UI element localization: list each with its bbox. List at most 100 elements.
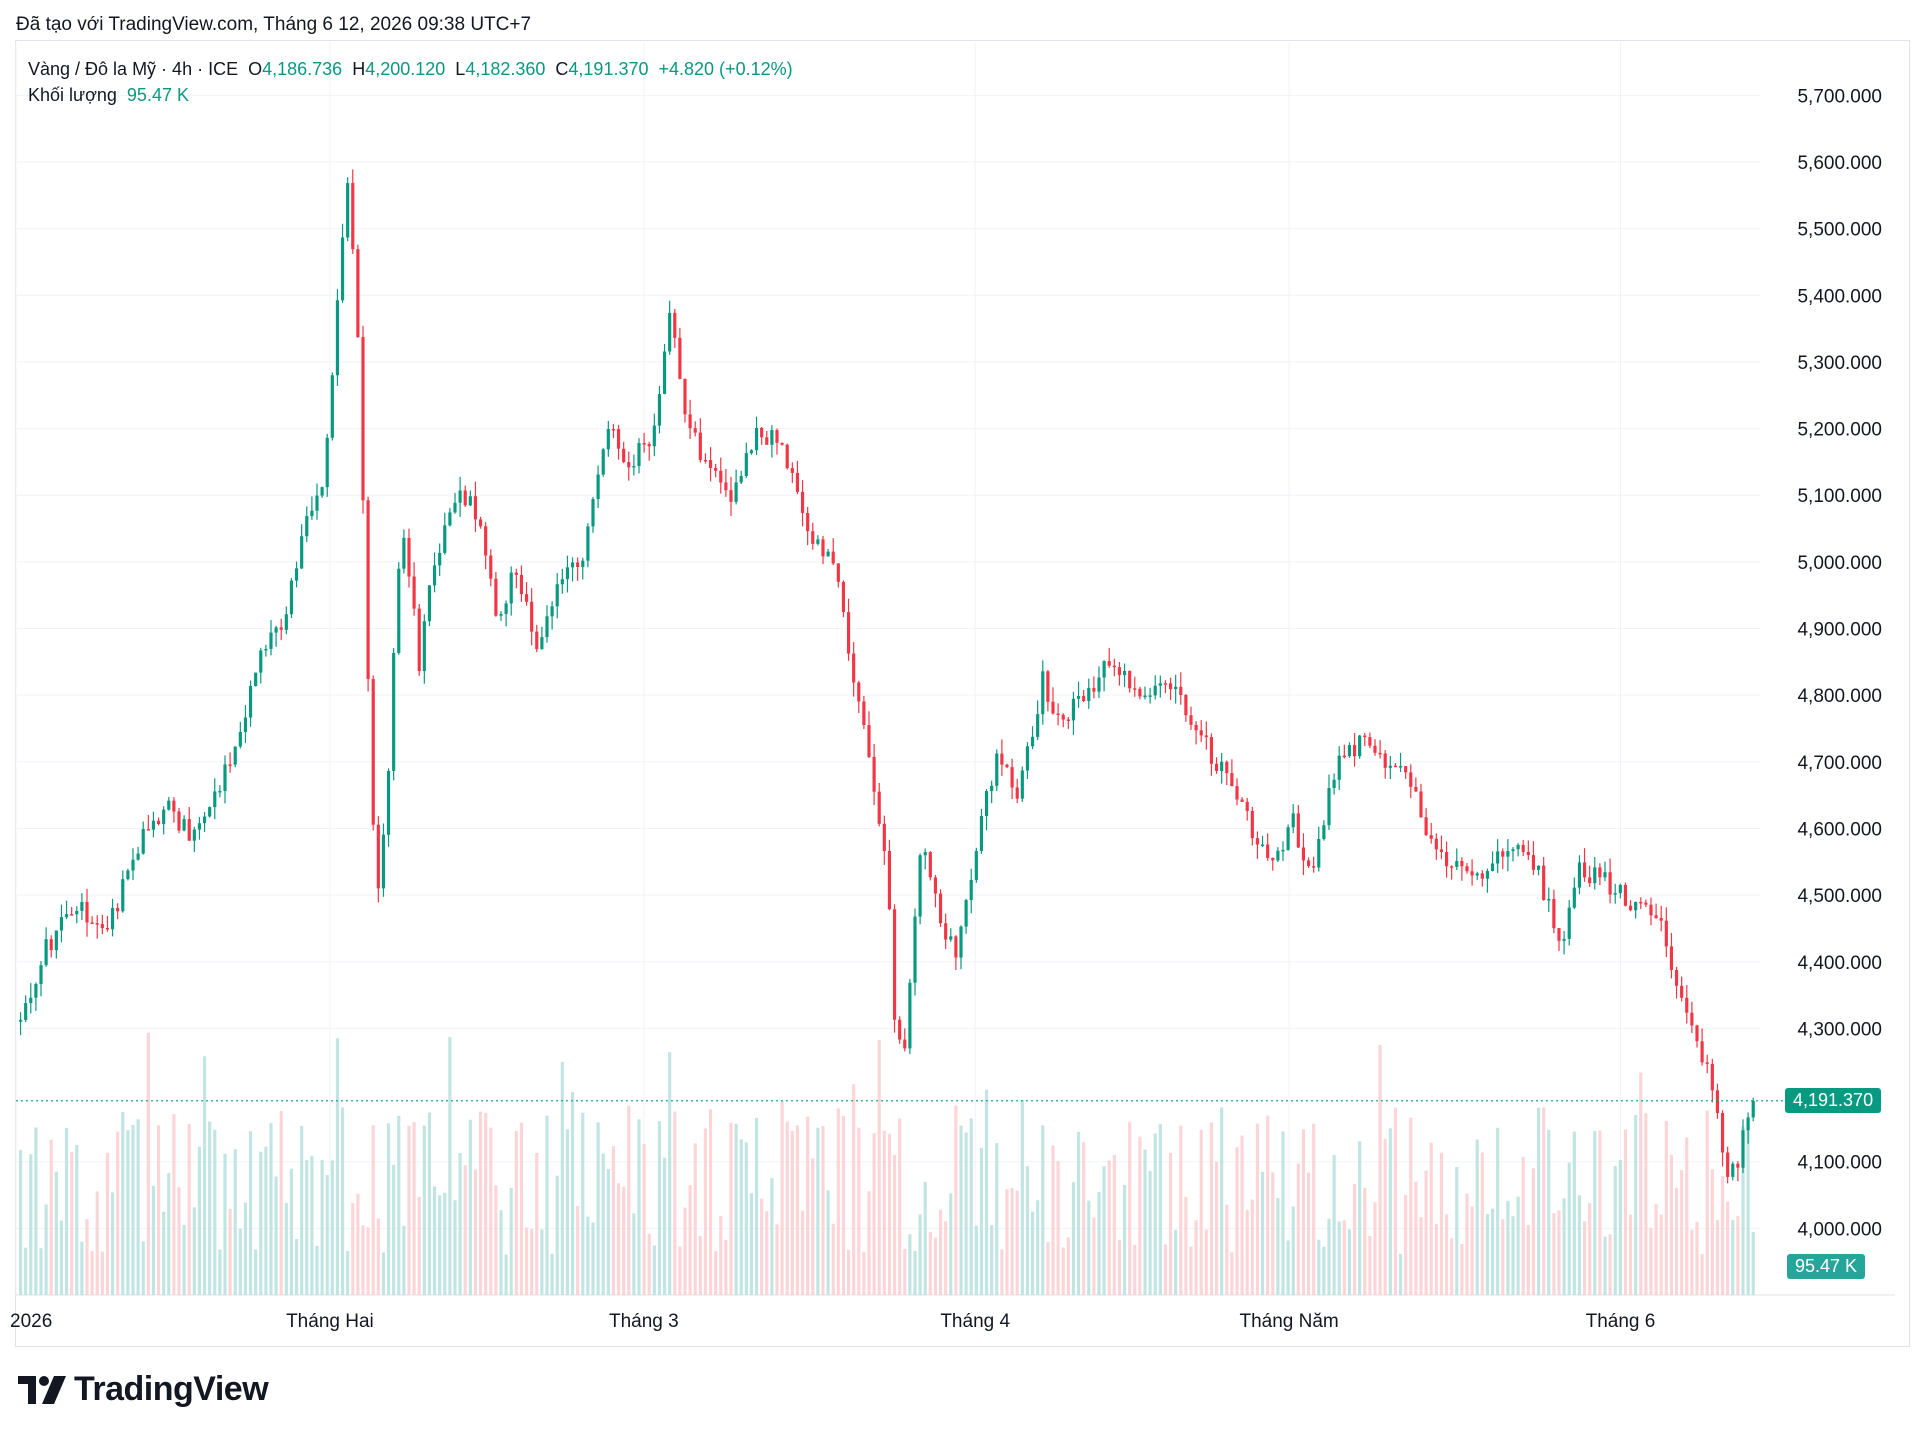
volume-bar bbox=[1557, 1210, 1561, 1295]
candle-body bbox=[1705, 1062, 1709, 1064]
volume-bar bbox=[811, 1158, 815, 1295]
volume-bar bbox=[300, 1125, 304, 1295]
candle-body bbox=[744, 453, 748, 477]
volume-bar bbox=[340, 1107, 345, 1295]
volume-bar bbox=[213, 1129, 217, 1295]
candle-body bbox=[1189, 715, 1193, 725]
candle-body bbox=[1240, 799, 1244, 802]
candle-body bbox=[1030, 736, 1035, 747]
volume-bar bbox=[202, 1056, 207, 1295]
volume-bar bbox=[1296, 1163, 1300, 1295]
y-tick-label: 4,100.000 bbox=[1797, 1153, 1882, 1174]
candle-body bbox=[734, 482, 738, 502]
candle-body bbox=[1434, 838, 1438, 850]
candle-body bbox=[64, 914, 69, 918]
candle-body bbox=[1577, 862, 1582, 888]
volume-bar bbox=[1485, 1213, 1490, 1295]
close-value: 4,191.370 bbox=[568, 59, 649, 79]
candle-body bbox=[156, 820, 161, 825]
symbol-label[interactable]: Vàng / Đô la Mỹ · 4h · ICE bbox=[28, 59, 239, 79]
volume-bar bbox=[1342, 1220, 1346, 1295]
candle-body bbox=[264, 648, 268, 651]
creation-note: Đã tạo với TradingView.com, Tháng 6 12, … bbox=[16, 14, 532, 35]
volume-bar bbox=[1598, 1130, 1602, 1295]
candle-body bbox=[1025, 746, 1030, 771]
candle-body bbox=[422, 621, 426, 672]
candle-body bbox=[1741, 1130, 1745, 1168]
candle-body bbox=[448, 512, 452, 526]
candle-body bbox=[1634, 901, 1638, 911]
volume-bar bbox=[918, 1214, 922, 1295]
volume-bar bbox=[489, 1127, 493, 1295]
volume-bar bbox=[1751, 1232, 1755, 1295]
volume-bar bbox=[192, 1207, 196, 1295]
volume-bar bbox=[1276, 1198, 1280, 1295]
volume-bar bbox=[218, 1249, 222, 1295]
volume-bar bbox=[898, 1118, 902, 1295]
volume-bar bbox=[1010, 1187, 1014, 1295]
volume-bar bbox=[1613, 1166, 1617, 1295]
candle-body bbox=[1414, 786, 1418, 792]
candle-body bbox=[944, 923, 948, 940]
volume-bar bbox=[105, 1152, 110, 1295]
candle-body bbox=[218, 790, 222, 793]
candle-body bbox=[397, 568, 401, 653]
volume-bar bbox=[637, 1119, 641, 1295]
candle-body bbox=[54, 930, 58, 951]
candle-body bbox=[908, 982, 912, 1049]
candlestick-chart[interactable]: 5,700.000 5,600.000 5,500.000 5,400.000 5,30… bbox=[0, 0, 1920, 1360]
candle-body bbox=[657, 393, 662, 426]
candle-body bbox=[1404, 766, 1408, 773]
candle-body bbox=[1010, 767, 1014, 788]
candle-body bbox=[698, 432, 702, 460]
candle-body bbox=[1163, 683, 1168, 685]
candle-body bbox=[565, 567, 570, 580]
volume-bar bbox=[1306, 1172, 1311, 1295]
candle-body bbox=[857, 682, 861, 702]
volume-bar bbox=[397, 1115, 401, 1295]
volume-bar bbox=[1041, 1125, 1045, 1295]
volume-bar bbox=[1736, 1216, 1740, 1295]
candle-body bbox=[1332, 779, 1336, 789]
volume-bar bbox=[1705, 1110, 1709, 1295]
candle-body bbox=[1439, 849, 1444, 853]
volume-bar bbox=[233, 1149, 237, 1295]
candle-body bbox=[1066, 719, 1070, 721]
volume-bar bbox=[1092, 1217, 1096, 1295]
candle-body bbox=[923, 852, 927, 856]
volume-label[interactable]: Khối lượng bbox=[28, 85, 117, 105]
volume-bar bbox=[162, 1211, 166, 1295]
volume-bar bbox=[560, 1061, 564, 1295]
candle-body bbox=[1020, 770, 1024, 799]
candle-body bbox=[438, 552, 442, 566]
candle-body bbox=[560, 579, 564, 585]
volume-bar bbox=[739, 1139, 743, 1295]
volume-bar bbox=[734, 1123, 738, 1295]
volume-bar bbox=[836, 1108, 840, 1295]
candle-body bbox=[1276, 850, 1280, 861]
candle-body bbox=[1460, 860, 1464, 867]
volume-bar bbox=[294, 1239, 299, 1295]
candle-body bbox=[1608, 872, 1612, 895]
candle-body bbox=[606, 429, 610, 450]
open-value: 4,186.736 bbox=[262, 59, 343, 79]
volume-bar bbox=[478, 1111, 483, 1295]
volume-bar bbox=[826, 1190, 830, 1295]
candle-body bbox=[1148, 695, 1152, 697]
candle-body bbox=[841, 581, 846, 613]
candle-body bbox=[243, 717, 248, 732]
candle-body bbox=[632, 466, 636, 468]
tradingview-brand[interactable]: TradingView bbox=[18, 1370, 269, 1409]
volume-bar bbox=[1363, 1187, 1367, 1295]
candle-body bbox=[238, 731, 242, 747]
candle-body bbox=[366, 500, 370, 680]
candle-body bbox=[85, 902, 89, 923]
volume-bar bbox=[1593, 1131, 1597, 1295]
volume-bar bbox=[550, 1253, 554, 1295]
candle-body bbox=[1225, 761, 1229, 774]
volume-bar bbox=[1644, 1113, 1648, 1295]
volume-bar bbox=[944, 1221, 948, 1295]
candle-body bbox=[484, 526, 488, 556]
candle-body bbox=[1603, 872, 1607, 878]
volume-bar bbox=[351, 1203, 355, 1295]
